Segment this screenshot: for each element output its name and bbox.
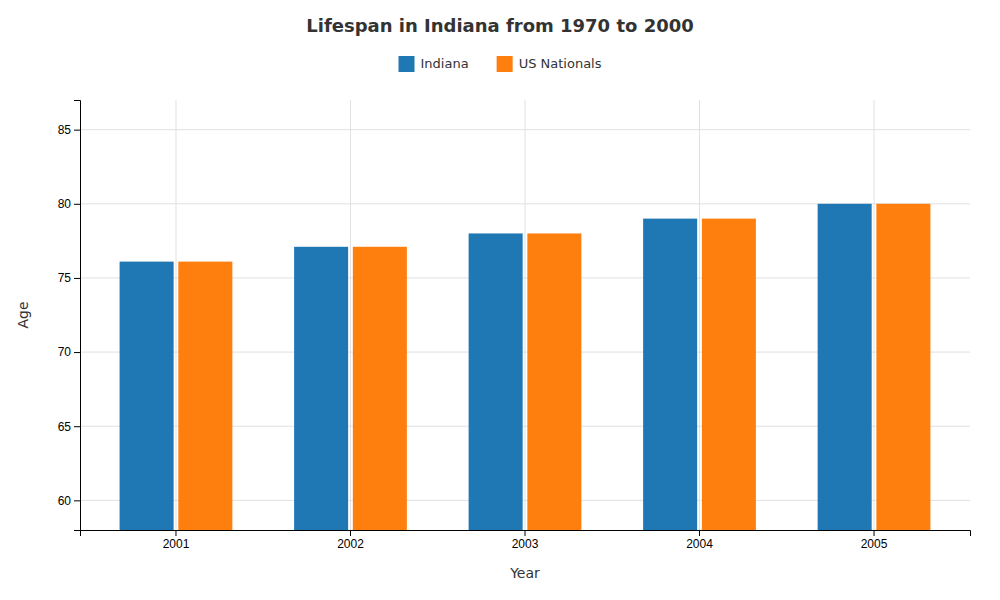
y-tick-mark [74, 204, 80, 205]
legend-label: Indiana [421, 56, 469, 71]
y-tick-mark [74, 278, 80, 279]
y-tick-label: 60 [58, 494, 72, 508]
y-tick: 80 [58, 197, 80, 211]
title: Lifespan in Indiana from 1970 to 2000 [306, 15, 694, 36]
x-tick: 2001 [163, 530, 190, 551]
legend-item: Indiana [399, 56, 469, 72]
bars [120, 204, 931, 530]
series [178, 204, 930, 530]
bar [527, 233, 581, 530]
y-tick-mark [74, 426, 80, 427]
legend: Indiana US Nationals [399, 56, 602, 72]
legend-swatch [497, 56, 513, 72]
bar [876, 204, 930, 530]
x-grid-line [699, 100, 700, 530]
y-tick: 75 [58, 271, 80, 285]
x-tick: 2003 [512, 530, 539, 551]
y-tick-label: 75 [58, 271, 72, 285]
series [120, 204, 872, 530]
x-tick: 2002 [337, 530, 364, 551]
plot-area: 2001 2002 2003 2004 2005 60 65 70 75 80 85 [58, 100, 971, 551]
bar [353, 247, 407, 530]
x-axis: 2001 2002 2003 2004 2005 [81, 530, 971, 551]
legend-label: US Nationals [519, 56, 602, 71]
x-tick-mark [175, 530, 176, 536]
x-tick-mark [525, 530, 526, 536]
y-tick-mark [74, 352, 80, 353]
y-tick: 70 [58, 345, 80, 359]
legend-item: US Nationals [497, 56, 602, 72]
bar [294, 247, 348, 530]
y-axis-title: Age [15, 301, 31, 328]
x-tick: 2004 [686, 530, 713, 551]
x-tick-label: 2005 [861, 537, 888, 551]
bar [818, 204, 872, 530]
x-tick-label: 2004 [686, 537, 713, 551]
chart: 2001 2002 2003 2004 2005 60 65 70 75 80 85 Lifespan… [0, 0, 1000, 600]
y-tick-mark [74, 130, 80, 131]
x-grid-line [525, 100, 526, 530]
bar [643, 219, 697, 530]
y-tick-mark [74, 500, 80, 501]
x-grid-line [350, 100, 351, 530]
x-tick-mark [350, 530, 351, 536]
x-tick-mark [874, 530, 875, 536]
y-axis: 60 65 70 75 80 85 [58, 101, 81, 531]
y-tick-label: 80 [58, 197, 72, 211]
y-tick: 85 [58, 123, 80, 137]
x-tick-label: 2001 [163, 537, 190, 551]
x-tick: 2005 [861, 530, 888, 551]
bar [469, 233, 523, 530]
x-tick-label: 2003 [512, 537, 539, 551]
grid [80, 100, 970, 530]
x-axis-title: Year [509, 565, 540, 581]
y-tick-label: 85 [58, 123, 72, 137]
x-axis-line [81, 531, 971, 537]
legend-swatch [399, 56, 415, 72]
bar [702, 219, 756, 530]
x-grid-line [874, 100, 875, 530]
y-tick: 60 [58, 494, 80, 508]
x-tick-mark [699, 530, 700, 536]
y-axis-line [74, 101, 81, 531]
bar [120, 262, 174, 530]
y-tick: 65 [58, 420, 80, 434]
x-grid-line [175, 100, 176, 530]
y-tick-label: 65 [58, 420, 72, 434]
x-tick-label: 2002 [337, 537, 364, 551]
bar [178, 262, 232, 530]
y-tick-label: 70 [58, 345, 72, 359]
